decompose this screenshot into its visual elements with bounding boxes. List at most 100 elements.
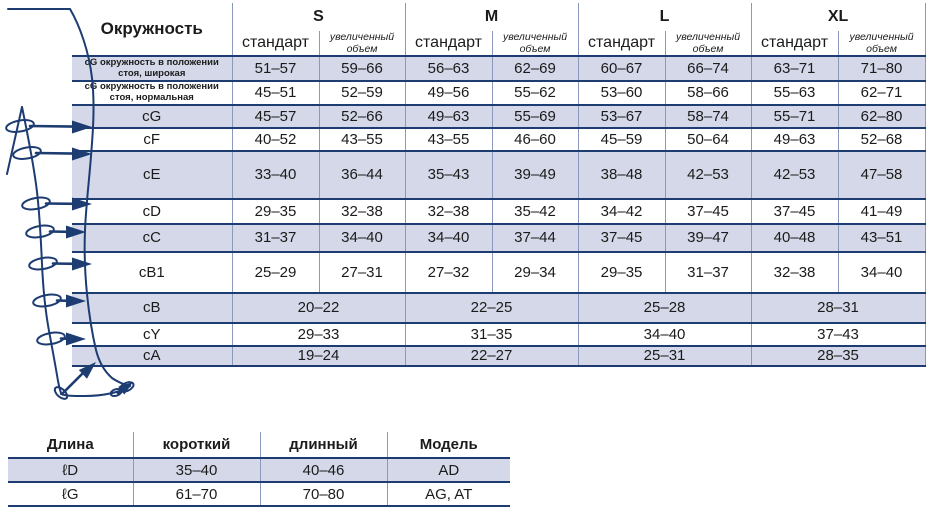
- cell: 55–63: [750, 80, 839, 105]
- cell: 52–66: [318, 103, 406, 128]
- cell: 22–25: [404, 291, 579, 323]
- cell: 58–66: [664, 80, 752, 105]
- cell: 45–57: [231, 103, 319, 128]
- size-header-xl: XL: [750, 3, 926, 31]
- cell: 34–42: [577, 197, 666, 224]
- table-row: cG окружность в положении стоя, широкая …: [72, 55, 926, 81]
- cell: AG, AT: [386, 481, 510, 507]
- cell: 32–38: [404, 197, 493, 224]
- table-row: cB1 25–29 27–31 27–32 29–34 29–35 31–37 …: [72, 250, 926, 293]
- cell: 40–46: [259, 457, 387, 482]
- cell: 29–33: [231, 321, 406, 346]
- leg-outline-left: [21, 106, 62, 394]
- cell: AD: [386, 457, 510, 482]
- subheader-increased: увеличенный объем: [837, 31, 926, 56]
- row-label: ℓG: [8, 481, 133, 507]
- cell: 47–58: [837, 149, 926, 199]
- cell: 35–40: [132, 457, 260, 482]
- cell: 49–56: [404, 80, 493, 105]
- cell: 25–28: [577, 291, 752, 323]
- heel-loop: [53, 386, 69, 400]
- cell: 61–70: [132, 481, 260, 507]
- cell: 31–35: [404, 321, 579, 346]
- cell: 55–69: [491, 103, 579, 128]
- cell: 53–67: [577, 103, 666, 128]
- cell: 52–59: [318, 80, 406, 105]
- cell: 37–43: [750, 321, 926, 346]
- cell: 37–45: [750, 197, 839, 224]
- cell: 25–31: [577, 344, 752, 367]
- row-label: cD: [72, 197, 232, 224]
- row-label: cE: [72, 149, 232, 199]
- measure-loop-cB1: [32, 293, 62, 308]
- cell: 46–60: [491, 126, 579, 151]
- measure-loop-cF: [12, 146, 42, 160]
- cell: 35–43: [404, 149, 493, 199]
- subheader-standard: стандарт: [404, 31, 493, 56]
- cell: 42–53: [664, 149, 752, 199]
- circumference-header: Окружность: [72, 3, 233, 56]
- measure-loop-cD: [25, 224, 55, 239]
- cell: 27–31: [318, 250, 406, 293]
- table-row: cA 19–24 22–27 25–31 28–35: [72, 344, 926, 367]
- arrow-shaft: [34, 151, 76, 155]
- cell: 62–71: [837, 80, 926, 105]
- table-row: ℓG 61–70 70–80 AG, AT: [8, 481, 510, 507]
- row-label: cG окружность в положении стоя, нормальн…: [72, 80, 232, 105]
- cell: 43–55: [404, 126, 493, 151]
- size-header-s: S: [231, 3, 406, 31]
- cell: 45–59: [577, 126, 666, 151]
- table-row: cC 31–37 34–40 34–40 37–44 37–45 39–47 4…: [72, 222, 926, 252]
- arrowhead: [118, 382, 133, 395]
- row-label: cG: [72, 103, 232, 128]
- midfoot-loop: [109, 388, 123, 397]
- cell: 52–68: [837, 126, 926, 151]
- cell: 31–37: [231, 222, 319, 252]
- table-row: cF 40–52 43–55 43–55 46–60 45–59 50–64 4…: [72, 126, 926, 151]
- cell: 53–60: [577, 80, 666, 105]
- cell: 70–80: [259, 481, 387, 507]
- cell: 55–71: [750, 103, 839, 128]
- cell: 50–64: [664, 126, 752, 151]
- short-header: короткий: [132, 432, 260, 458]
- arrow-shaft: [116, 386, 126, 395]
- toe-loop: [118, 381, 135, 393]
- foot-outline: [60, 385, 131, 398]
- cell: 42–53: [750, 149, 839, 199]
- cell: 51–57: [231, 55, 319, 81]
- row-label: cB1: [72, 250, 232, 293]
- arrow-shaft: [61, 370, 86, 395]
- table-row: cY 29–33 31–35 34–40 37–43: [72, 321, 926, 346]
- cell: 56–63: [404, 55, 493, 81]
- arrow-shaft: [28, 124, 76, 128]
- cell: 40–48: [750, 222, 839, 252]
- cell: 32–38: [318, 197, 406, 224]
- cell: 37–44: [491, 222, 579, 252]
- cell: 43–51: [837, 222, 926, 252]
- measure-loop-cG: [5, 119, 35, 133]
- cell: 29–34: [491, 250, 579, 293]
- subheader-standard: стандарт: [750, 31, 839, 56]
- subheader-increased: увеличенный объем: [318, 31, 406, 56]
- cell: 34–40: [577, 321, 752, 346]
- measure-loop-cB: [36, 331, 66, 346]
- row-label: cC: [72, 222, 232, 252]
- cell: 36–44: [318, 149, 406, 199]
- cell: 55–62: [491, 80, 579, 105]
- cell: 62–69: [491, 55, 579, 81]
- cell: 59–66: [318, 55, 406, 81]
- cell: 62–80: [837, 103, 926, 128]
- cell: 43–55: [318, 126, 406, 151]
- row-label: cY: [72, 321, 232, 346]
- cell: 32–38: [750, 250, 839, 293]
- circumference-table: Окружность S M L XL стандарт увеличенный…: [72, 3, 926, 367]
- cell: 33–40: [231, 149, 319, 199]
- cell: 66–74: [664, 55, 752, 81]
- subheader-standard: стандарт: [231, 31, 319, 56]
- cell: 19–24: [231, 344, 406, 367]
- cell: 71–80: [837, 55, 926, 81]
- cell: 63–71: [750, 55, 839, 81]
- row-label: cF: [72, 126, 232, 151]
- cell: 49–63: [404, 103, 493, 128]
